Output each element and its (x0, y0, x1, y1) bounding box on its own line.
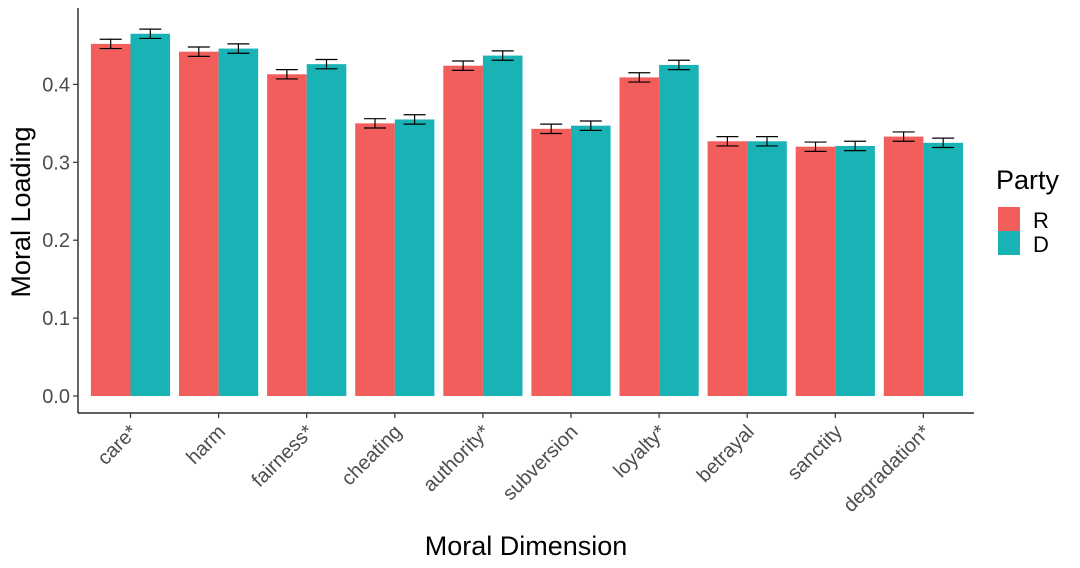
bar-r-2 (267, 74, 307, 396)
bar-r-6 (619, 77, 660, 396)
error-bar-r-6 (628, 72, 651, 83)
error-bar-r-1 (187, 46, 210, 57)
x-tick-label: degradation* (839, 421, 935, 517)
bar-r-4 (443, 65, 483, 396)
y-tick-label: 0.1 (42, 308, 70, 330)
y-tick-label: 0.3 (42, 152, 70, 174)
legend-label-d: D (1033, 232, 1049, 257)
error-bar-d-4 (491, 50, 514, 61)
x-tick-label: harm (182, 421, 230, 469)
error-bar-r-4 (452, 60, 475, 71)
bar-r-1 (179, 51, 219, 396)
x-tick-label: subversion (499, 421, 583, 505)
bars-layer (90, 33, 963, 397)
bar-d-1 (218, 48, 259, 396)
bar-r-0 (90, 43, 131, 396)
bar-d-5 (571, 125, 611, 396)
error-bar-d-6 (667, 59, 690, 71)
y-tick-label: 0.0 (42, 386, 70, 408)
bar-d-0 (130, 33, 171, 396)
x-tick-label: fairness* (248, 421, 319, 492)
y-tick-label: 0.4 (42, 74, 70, 96)
error-bar-r-7 (716, 135, 739, 147)
error-bar-r-8 (804, 141, 827, 152)
error-bar-d-5 (579, 120, 602, 131)
error-bar-r-2 (275, 68, 298, 80)
error-bar-d-8 (844, 140, 867, 152)
y-tick-label: 0.2 (42, 230, 70, 252)
x-tick-label: betrayal (693, 421, 759, 487)
bar-r-3 (355, 123, 395, 396)
bar-d-4 (482, 55, 523, 397)
bar-d-2 (306, 64, 347, 397)
legend: Party R D (996, 165, 1060, 257)
error-bars-layer (99, 28, 955, 152)
legend-swatch-d (998, 231, 1020, 255)
legend-label-r: R (1033, 208, 1049, 233)
error-bar-d-0 (139, 28, 162, 40)
error-bar-r-9 (892, 131, 915, 142)
legend-title: Party (996, 165, 1060, 195)
legend-swatch-r (998, 207, 1020, 231)
bar-r-5 (531, 128, 571, 397)
bar-r-9 (883, 136, 924, 396)
y-axis-title: Moral Loading (6, 126, 36, 297)
bar-d-7 (747, 141, 787, 396)
bar-d-9 (923, 142, 963, 396)
error-bar-r-0 (99, 38, 122, 50)
bar-d-6 (659, 64, 699, 397)
error-bar-d-7 (756, 135, 778, 147)
y-ticks-layer: 0.0 0.1 0.2 0.3 0.4 (42, 74, 78, 408)
error-bar-r-5 (540, 123, 563, 135)
x-tick-label: care* (93, 421, 142, 470)
error-bar-r-3 (364, 118, 386, 129)
x-tick-label: cheating (337, 421, 406, 490)
x-tick-label: sanctity (783, 421, 847, 485)
x-axis-title: Moral Dimension (425, 531, 628, 561)
x-ticks-layer: care* harm fairness* cheating authority* subv… (93, 413, 935, 517)
bar-r-8 (795, 146, 836, 396)
x-tick-label: loyalty* (609, 421, 670, 482)
bar-d-8 (835, 145, 875, 396)
error-bar-d-3 (403, 114, 426, 125)
bar-r-7 (707, 141, 748, 396)
error-bar-d-9 (932, 137, 955, 149)
bar-d-3 (394, 119, 435, 396)
error-bar-d-2 (315, 58, 338, 70)
x-tick-label: authority* (419, 421, 494, 496)
error-bar-d-1 (227, 43, 250, 54)
